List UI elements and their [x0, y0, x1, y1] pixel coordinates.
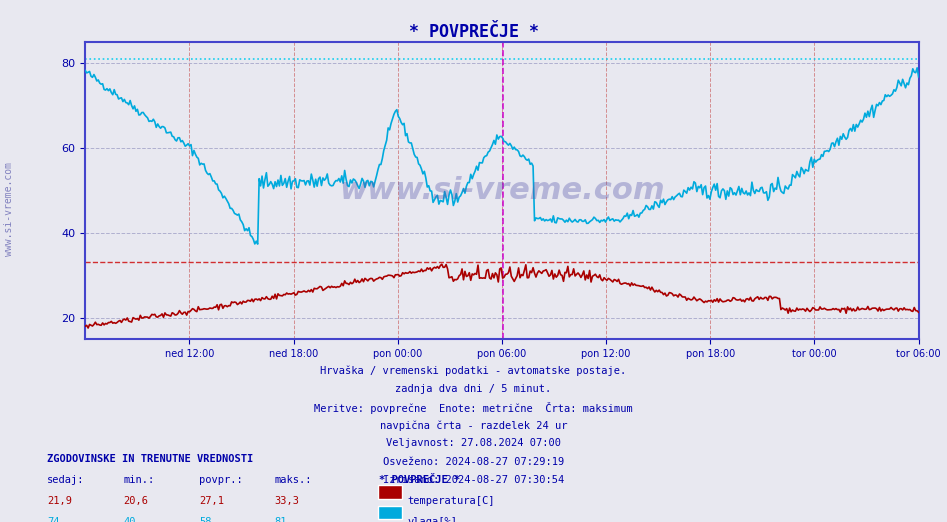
- Text: 40: 40: [123, 517, 135, 522]
- Text: 33,3: 33,3: [275, 496, 299, 506]
- Text: 74: 74: [47, 517, 60, 522]
- Text: zadnja dva dni / 5 minut.: zadnja dva dni / 5 minut.: [396, 384, 551, 394]
- Text: min.:: min.:: [123, 475, 154, 485]
- Text: navpična črta - razdelek 24 ur: navpična črta - razdelek 24 ur: [380, 420, 567, 431]
- Text: 81: 81: [275, 517, 287, 522]
- Text: 20,6: 20,6: [123, 496, 148, 506]
- Text: Hrvaška / vremenski podatki - avtomatske postaje.: Hrvaška / vremenski podatki - avtomatske…: [320, 365, 627, 376]
- Text: temperatura[C]: temperatura[C]: [407, 496, 494, 506]
- Text: maks.:: maks.:: [275, 475, 313, 485]
- Text: * POVPREČJE *: * POVPREČJE *: [379, 475, 460, 485]
- Text: Veljavnost: 27.08.2024 07:00: Veljavnost: 27.08.2024 07:00: [386, 438, 561, 448]
- Text: www.si-vreme.com: www.si-vreme.com: [339, 176, 665, 205]
- Text: Meritve: povprečne  Enote: metrične  Črta: maksimum: Meritve: povprečne Enote: metrične Črta:…: [314, 402, 633, 414]
- Text: povpr.:: povpr.:: [199, 475, 242, 485]
- Text: www.si-vreme.com: www.si-vreme.com: [5, 162, 14, 256]
- Text: 21,9: 21,9: [47, 496, 72, 506]
- Text: Izrisano: 2024-08-27 07:30:54: Izrisano: 2024-08-27 07:30:54: [383, 475, 564, 485]
- Text: 58: 58: [199, 517, 211, 522]
- Text: * POVPREČJE *: * POVPREČJE *: [408, 23, 539, 41]
- Text: 27,1: 27,1: [199, 496, 223, 506]
- Text: vlaga[%]: vlaga[%]: [407, 517, 457, 522]
- Text: ZGODOVINSKE IN TRENUTNE VREDNOSTI: ZGODOVINSKE IN TRENUTNE VREDNOSTI: [47, 454, 254, 464]
- Text: sedaj:: sedaj:: [47, 475, 85, 485]
- Text: Osveženo: 2024-08-27 07:29:19: Osveženo: 2024-08-27 07:29:19: [383, 457, 564, 467]
